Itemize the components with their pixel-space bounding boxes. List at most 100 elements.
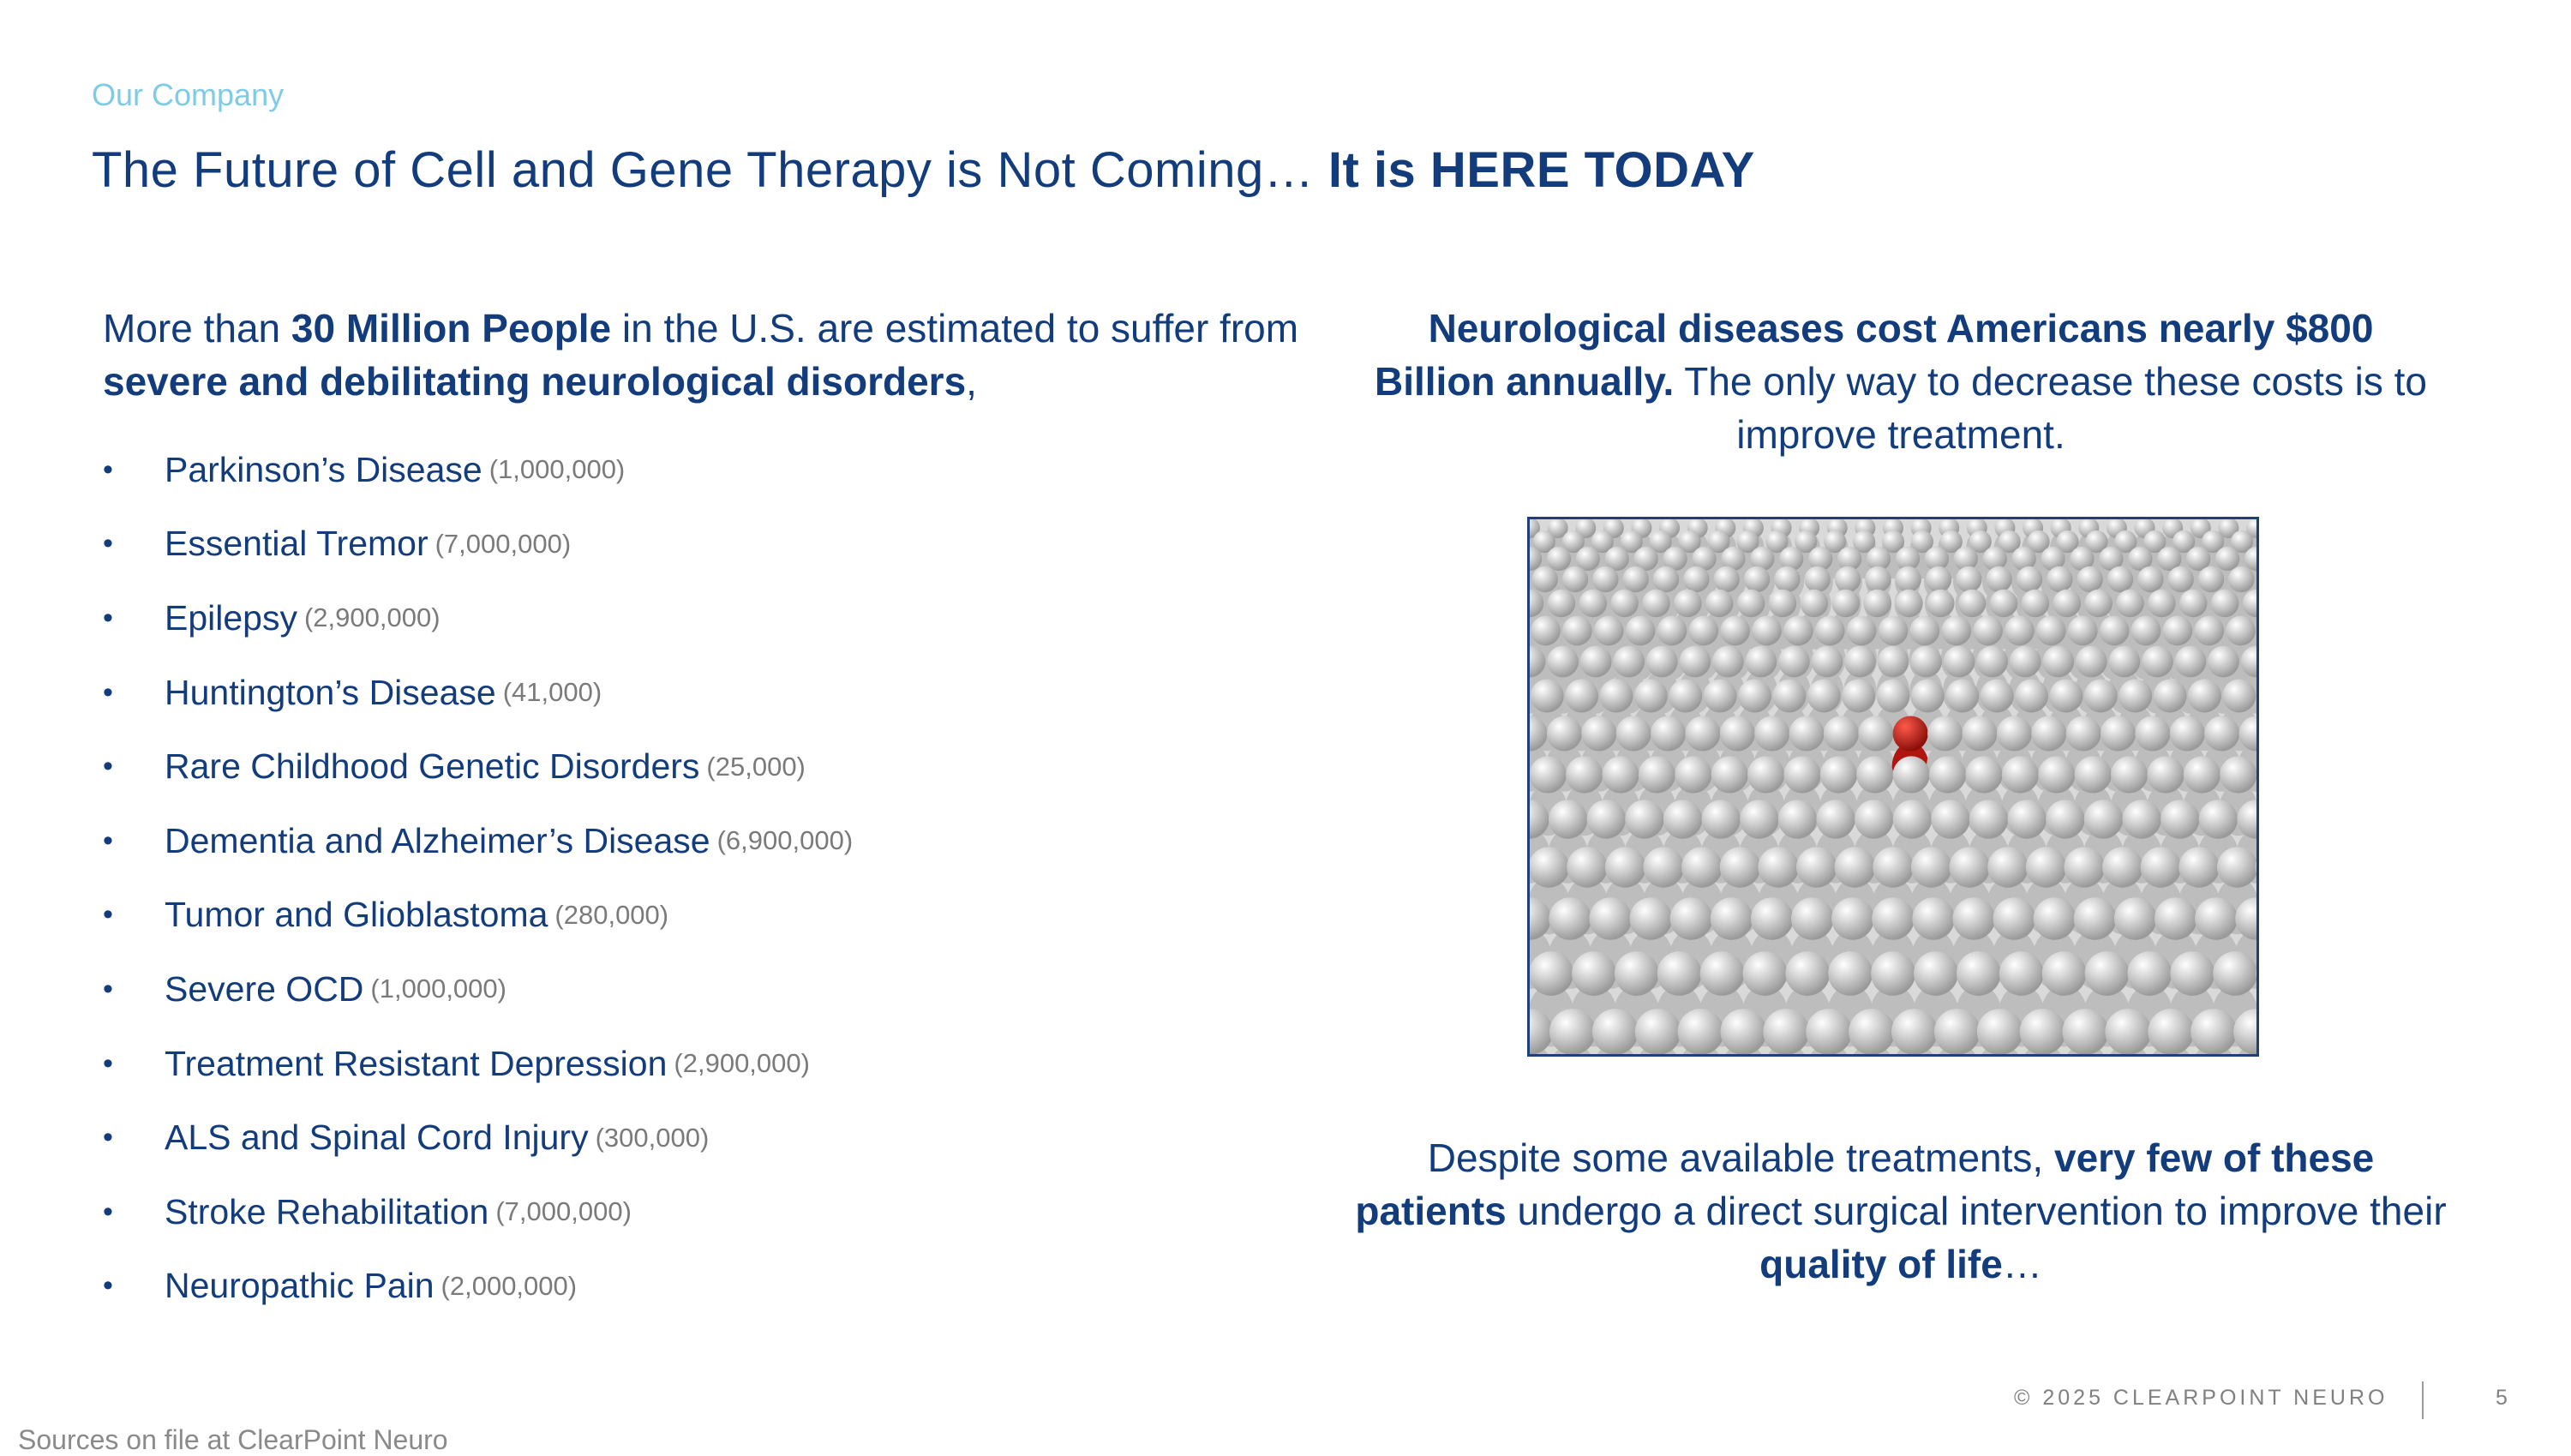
bullet-icon: • bbox=[103, 973, 165, 1006]
figure-head bbox=[1769, 590, 1797, 618]
condition-item: •Tumor and Glioblastoma(280,000) bbox=[103, 878, 853, 953]
condition-item: •ALS and Spinal Cord Injury(300,000) bbox=[103, 1100, 853, 1175]
condition-name: Parkinson’s Disease bbox=[165, 450, 482, 490]
figure-head bbox=[2228, 566, 2254, 592]
condition-count: (2,900,000) bbox=[674, 1048, 810, 1079]
figure-head bbox=[1530, 951, 1573, 996]
title-bold: It is HERE TODAY bbox=[1328, 142, 1755, 198]
figure-head bbox=[1653, 566, 1679, 592]
figure-head bbox=[1530, 847, 1569, 887]
condition-count: (2,900,000) bbox=[304, 602, 440, 633]
figure-head bbox=[1738, 680, 1771, 713]
figure-head bbox=[1531, 680, 1564, 713]
figure-head bbox=[2195, 897, 2238, 940]
figure-head bbox=[1565, 680, 1598, 713]
figure-head bbox=[1872, 897, 1915, 940]
figure-head bbox=[1678, 1009, 1724, 1054]
figure-head bbox=[2049, 680, 2083, 713]
condition-count: (1,000,000) bbox=[370, 974, 506, 1004]
figure-head bbox=[2108, 646, 2140, 678]
figure-head bbox=[1669, 680, 1702, 713]
figure-head bbox=[1804, 566, 1830, 592]
figure-head bbox=[1615, 951, 1659, 996]
condition-count: (25,000) bbox=[706, 752, 805, 782]
figure-head bbox=[1820, 756, 1857, 793]
figure-head bbox=[2178, 847, 2219, 887]
figure-head bbox=[2213, 951, 2256, 996]
figure-head bbox=[1592, 1009, 1639, 1054]
figure-head bbox=[2194, 616, 2224, 646]
figure-head bbox=[1605, 847, 1645, 887]
bullet-icon: • bbox=[103, 1195, 165, 1229]
body-text: The only way to decrease these costs is … bbox=[1674, 359, 2427, 457]
condition-name: Treatment Resistant Depression bbox=[165, 1044, 667, 1084]
figure-head bbox=[1580, 646, 1612, 678]
footer-divider bbox=[2422, 1381, 2424, 1419]
condition-name: Huntington’s Disease bbox=[165, 673, 496, 713]
figure-head bbox=[1941, 616, 1971, 646]
condition-name: Epilepsy bbox=[165, 598, 297, 638]
figure-head bbox=[2122, 800, 2160, 838]
condition-name: Essential Tremor bbox=[165, 524, 428, 564]
cost-paragraph: Neurological diseases cost Americans nea… bbox=[1371, 302, 2430, 461]
figure-head bbox=[1855, 800, 1893, 838]
figure-head bbox=[1783, 756, 1820, 793]
figure-head bbox=[2084, 590, 2113, 618]
figure-head bbox=[1685, 716, 1720, 751]
figure-head bbox=[2053, 590, 2082, 618]
figure-head bbox=[1720, 716, 1755, 751]
figure-head bbox=[2107, 566, 2133, 592]
figure-head bbox=[1895, 590, 1923, 618]
figure-head bbox=[2084, 800, 2123, 838]
figure-head bbox=[1847, 616, 1877, 646]
figure-head bbox=[2226, 616, 2256, 646]
figure-head bbox=[1910, 616, 1940, 646]
figure-head bbox=[1965, 756, 2002, 793]
figure-head bbox=[1679, 646, 1711, 678]
figure-head bbox=[1713, 566, 1739, 592]
figure-head bbox=[1772, 680, 1806, 713]
bullet-icon: • bbox=[103, 676, 165, 710]
figure-head bbox=[1956, 566, 1981, 592]
figure-head bbox=[1592, 566, 1618, 592]
condition-name: Dementia and Alzheimer’s Disease bbox=[165, 821, 710, 861]
figure-head bbox=[1828, 951, 1873, 996]
figure-head bbox=[1642, 590, 1670, 618]
figure-head bbox=[1566, 756, 1603, 793]
figure-head bbox=[1801, 590, 1829, 618]
figure-head bbox=[1815, 616, 1845, 646]
figure-head bbox=[1683, 566, 1709, 592]
figure-head bbox=[2170, 716, 2205, 751]
page-number: 5 bbox=[2496, 1386, 2508, 1411]
figure-head bbox=[1893, 756, 1930, 793]
figure-head bbox=[2160, 800, 2199, 838]
figure-head bbox=[1562, 566, 1588, 592]
figure-head bbox=[2038, 756, 2075, 793]
figure-head bbox=[1950, 847, 1990, 887]
figure-head bbox=[1625, 800, 1663, 838]
figure-head bbox=[1720, 1009, 1766, 1054]
figure-head bbox=[2179, 590, 2208, 618]
figure-head bbox=[2022, 590, 2050, 618]
figure-head bbox=[2063, 1009, 2109, 1054]
figure-head bbox=[1931, 800, 1969, 838]
figure-head bbox=[1754, 716, 1789, 751]
figure-head bbox=[2127, 951, 2172, 996]
figure-head bbox=[1626, 616, 1656, 646]
figure-head bbox=[1796, 847, 1837, 887]
figure-head bbox=[1914, 951, 1958, 996]
section-label: Our Company bbox=[92, 77, 284, 113]
figure-head bbox=[1824, 716, 1859, 751]
figure-head bbox=[2015, 680, 2048, 713]
figure-head bbox=[1572, 951, 1616, 996]
figure-head bbox=[1944, 646, 1975, 678]
figure-head bbox=[1530, 756, 1567, 793]
figure-head bbox=[1630, 897, 1673, 940]
condition-count: (41,000) bbox=[503, 677, 602, 708]
figure-head bbox=[2148, 590, 2176, 618]
figure-head bbox=[1622, 566, 1648, 592]
figure-head bbox=[1675, 756, 1711, 793]
figure-head bbox=[1681, 847, 1722, 887]
figure-head bbox=[1973, 616, 2003, 646]
figure-head bbox=[2119, 680, 2152, 713]
